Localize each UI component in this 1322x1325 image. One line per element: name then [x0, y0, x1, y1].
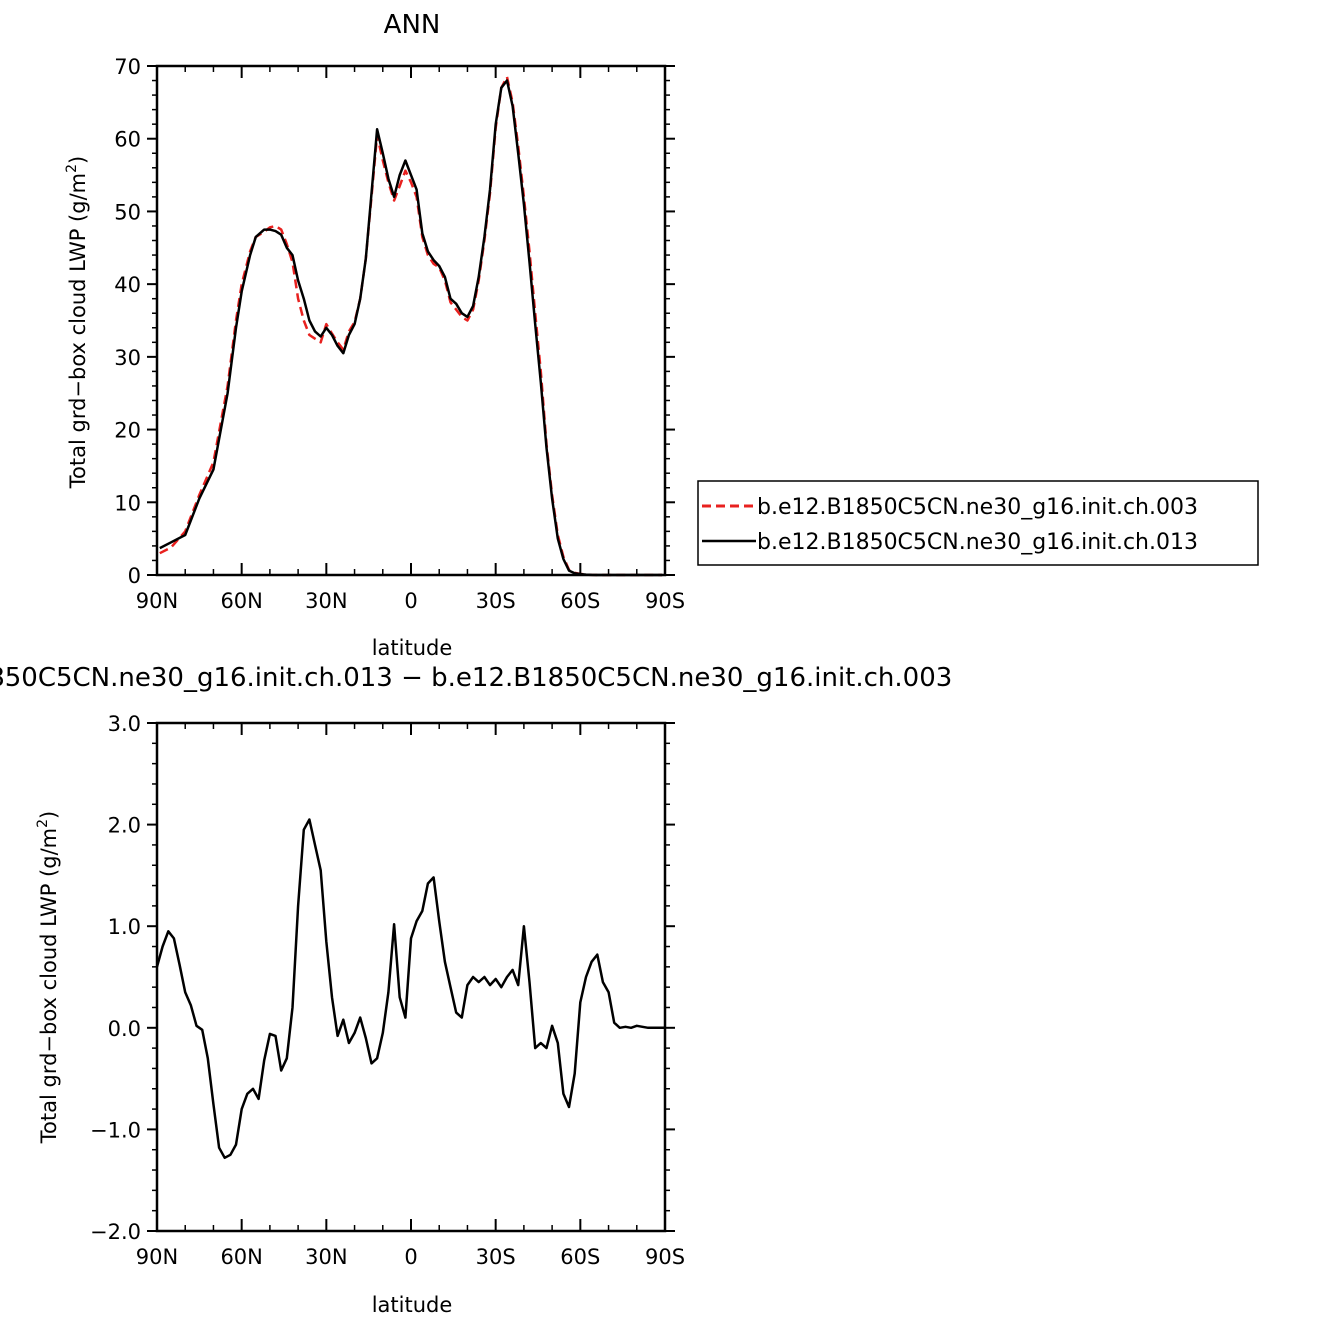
top-x-tick-label: 60S: [560, 589, 600, 613]
bottom-x-tick-label: 90S: [645, 1245, 685, 1269]
top-y-label-main: Total grd−box cloud LWP (g/m: [66, 173, 90, 489]
top-x-tick-label: 0: [404, 589, 417, 613]
bottom-x-tick-label: 0: [404, 1245, 417, 1269]
bottom-series-line-0: [155, 818, 665, 1160]
legend-label-ch003: b.e12.B1850C5CN.ne30_g16.init.ch.003: [757, 495, 1198, 520]
bottom-difference-chart: b.e12.B1850C5CN.ne30_g16.init.ch.013 − b…: [0, 663, 952, 1317]
bottom-y-tick-label: 2.0: [108, 814, 141, 838]
top-line-chart: ANN 90N 60N 30N 0 30S 60S 90S 0 10 20 30 40 50 60 70 l…: [64, 10, 1259, 660]
top-chart-legend: b.e12.B1850C5CN.ne30_g16.init.ch.003 b.e…: [697, 480, 1259, 566]
bottom-x-tick-label: 30N: [305, 1245, 347, 1269]
top-x-tick-label: 90S: [645, 589, 685, 613]
top-x-tick-label: 90N: [136, 589, 178, 613]
bottom-x-tick-label: 60N: [220, 1245, 262, 1269]
bottom-chart-y-axis-label: Total grd−box cloud LWP (g/m2): [35, 811, 61, 1144]
top-y-tick-label: 40: [114, 273, 141, 297]
legend-item-ch003: b.e12.B1850C5CN.ne30_g16.init.ch.003: [702, 495, 1198, 520]
bottom-chart-ticks: 90N 60N 30N 0 30S 60S 90S −2.0 −1.0 0.0 1.0 2.0 3.0: [90, 712, 685, 1269]
top-y-tick-label: 50: [114, 200, 141, 224]
bottom-x-tick-label: 30S: [476, 1245, 516, 1269]
bottom-y-label-superscript: 2: [35, 819, 51, 828]
top-y-tick-label: 20: [114, 419, 141, 443]
bottom-y-tick-label: 0.0: [108, 1017, 141, 1041]
top-y-tick-label: 70: [114, 55, 141, 79]
top-chart-plot-frame: [155, 64, 667, 577]
bottom-y-label-main: Total grd−box cloud LWP (g/m: [37, 828, 61, 1144]
top-chart-title: ANN: [384, 10, 441, 40]
legend-box: [697, 480, 1259, 566]
legend-item-ch013: b.e12.B1850C5CN.ne30_g16.init.ch.013: [702, 530, 1198, 555]
bottom-y-tick-label: −1.0: [90, 1118, 141, 1142]
top-series-line-1: [159, 79, 663, 577]
bottom-y-tick-label: 3.0: [108, 712, 141, 736]
top-chart-series-lines: [159, 75, 663, 577]
legend-label-ch013: b.e12.B1850C5CN.ne30_g16.init.ch.013: [757, 530, 1198, 555]
bottom-chart-title: b.e12.B1850C5CN.ne30_g16.init.ch.013 − b…: [0, 663, 952, 693]
top-x-tick-label: 60N: [220, 589, 262, 613]
top-y-tick-label: 10: [114, 491, 141, 515]
bottom-chart-series-lines: [155, 818, 665, 1160]
bottom-chart-x-axis-label: latitude: [372, 1293, 453, 1317]
bottom-x-tick-label: 90N: [136, 1245, 178, 1269]
bottom-chart-plot-frame: [155, 721, 667, 1233]
top-y-tick-label: 30: [114, 346, 141, 370]
top-chart-ticks: 90N 60N 30N 0 30S 60S 90S 0 10 20 30 40 50 60 70: [114, 55, 685, 613]
top-y-tick-label: 60: [114, 128, 141, 152]
top-x-tick-label: 30S: [476, 589, 516, 613]
top-chart-y-axis-label: Total grd−box cloud LWP (g/m2): [64, 156, 90, 489]
top-chart-x-axis-label: latitude: [372, 636, 453, 660]
bottom-y-label-end: ): [37, 811, 61, 819]
top-y-label-superscript: 2: [64, 164, 80, 173]
top-y-label-end: ): [66, 156, 90, 164]
bottom-x-tick-label: 60S: [560, 1245, 600, 1269]
top-x-tick-label: 30N: [305, 589, 347, 613]
top-y-tick-label: 0: [128, 564, 141, 588]
bottom-y-tick-label: −2.0: [90, 1220, 141, 1244]
bottom-y-tick-label: 1.0: [108, 915, 141, 939]
